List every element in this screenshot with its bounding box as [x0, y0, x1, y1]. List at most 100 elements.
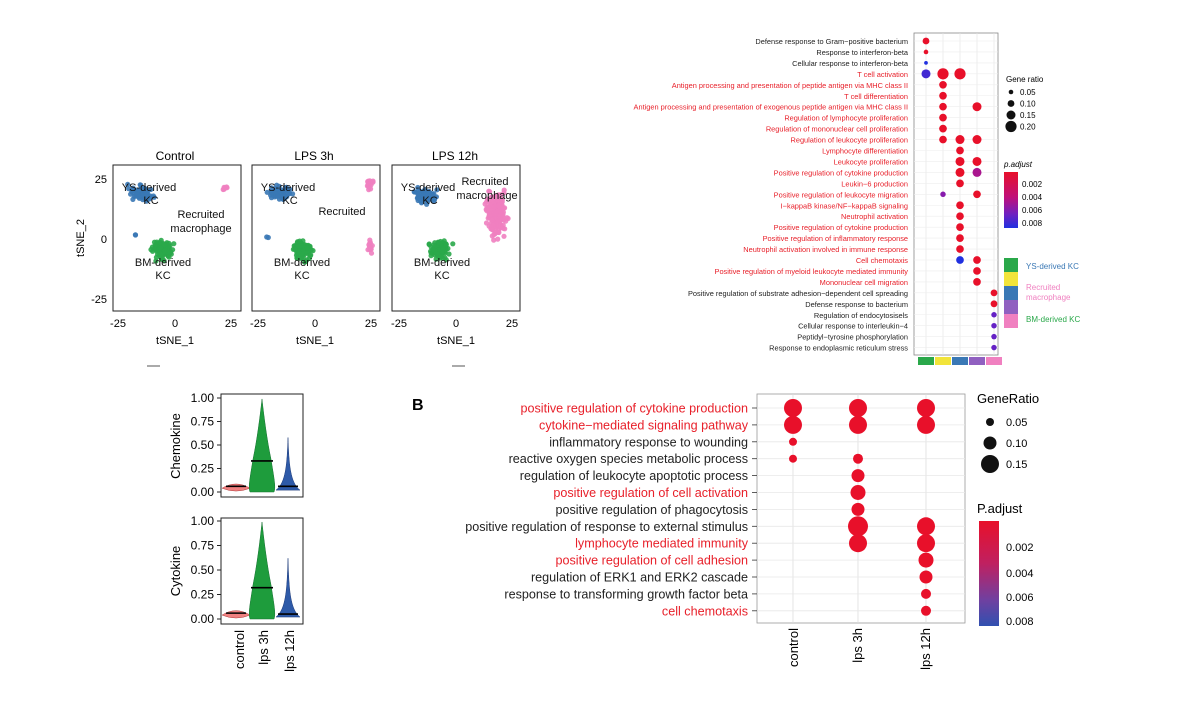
dotplot-top-dot — [973, 190, 981, 199]
dotplot-b-term: positive regulation of phagocytosis — [555, 503, 748, 517]
dotplot-top-size-legend-dot — [1005, 120, 1017, 133]
violin-ytick: 0.25 — [191, 462, 215, 476]
legend-swatch-blue — [1004, 286, 1018, 300]
dotplot-top-term: Antigen processing and presentation of p… — [672, 81, 908, 90]
tsne-point — [130, 185, 136, 191]
dotplot-b-dot — [917, 534, 935, 553]
dotplot-top-size-legend-label: 0.10 — [1020, 100, 1036, 109]
tsne-point — [443, 241, 449, 248]
tsne-point — [308, 252, 314, 258]
dotplot-b-dot — [917, 415, 935, 434]
dotplot-b-dot — [784, 415, 802, 434]
dotplot-top-dot — [921, 69, 931, 79]
tsne-point — [275, 193, 281, 199]
bm-kc-label: BM-derived — [135, 257, 191, 269]
dotplot-b-term: reactive oxygen species metabolic proces… — [509, 452, 748, 466]
tsne-point — [367, 244, 373, 250]
tsne-xtick-b2: 0 — [312, 318, 318, 330]
tsne-point — [292, 246, 298, 252]
dotplot-top-dot — [939, 124, 947, 133]
tsne-xtick-a3: 25 — [225, 318, 237, 330]
dotplot-b-term: inflammatory response to wounding — [549, 435, 748, 449]
tsne-frame-lps3h — [251, 164, 381, 312]
dotplot-b-dot — [851, 469, 865, 483]
recruited-label-line2: macrophage — [456, 190, 517, 202]
dotplot-b-xtick-control: control — [786, 628, 801, 667]
dotplot-b-size-legend-dot — [981, 455, 999, 473]
tsne-point — [290, 191, 296, 197]
dotplot-b-dot — [850, 485, 866, 500]
tsne-point — [485, 198, 492, 204]
dotplot-top-term: Mononuclear cell migration — [820, 278, 908, 287]
dotplot-b-dot — [789, 454, 797, 463]
dotplot-top-dot — [923, 49, 929, 55]
dotplot-top-term: Positive regulation of myeloid leukocyte… — [715, 267, 909, 276]
dotplot-top-dot — [973, 278, 981, 286]
dotplot-b-dots — [784, 399, 935, 616]
tsne-point — [431, 242, 437, 248]
tsne-point — [486, 204, 492, 210]
dotplot-b-dot — [851, 502, 865, 516]
tsne-point — [488, 194, 494, 200]
dotplot-top-term: Cell chemotaxis — [856, 256, 908, 265]
tsne-xtick-a2: 0 — [172, 318, 178, 330]
tsne-panels: Control LPS 3h LPS 12h 25 0 -25 tSNE_2 -… — [75, 149, 521, 367]
dotplot-top-dot — [954, 68, 966, 80]
tsne-point — [299, 251, 305, 257]
tsne-point — [495, 197, 501, 203]
dotplot-top-cb-tick-1: 0.002 — [1022, 180, 1043, 189]
dotplot-b-dot — [919, 570, 933, 584]
violin-ytick: 0.50 — [191, 438, 215, 452]
dotplot-b-size-legend-dot — [983, 436, 997, 450]
violin-ytick: 0.00 — [191, 612, 215, 626]
legend-swatch-purple — [1004, 300, 1018, 314]
dotplot-top-term: I−kappaB kinase/NF−kappaB signaling — [781, 201, 908, 210]
tsne-point — [492, 212, 498, 218]
tsne-point — [158, 237, 164, 243]
dotplot-top-dot — [939, 135, 947, 144]
dotplot-top-colbar-cell — [935, 357, 951, 365]
tsne-point — [489, 216, 495, 222]
tsne-point — [162, 247, 168, 254]
dotplot-top-colbar-cell — [918, 357, 934, 365]
bm-kc-label-line2: KC — [434, 270, 449, 282]
legend-recruited-line1: Recruited — [1026, 283, 1060, 292]
dotplot-top-term: Leukocyte proliferation — [834, 157, 908, 166]
violin-ylabel-cytokine: Cytokine — [168, 546, 183, 597]
dotplot-b-term-labels: positive regulation of cytokine producti… — [465, 402, 749, 619]
tsne-point — [491, 231, 497, 238]
dotplot-b-term: positive regulation of cell adhesion — [555, 554, 748, 568]
tsne-frame-control — [112, 164, 242, 312]
tsne-point — [428, 253, 434, 259]
dotplot-top-dot — [924, 61, 928, 65]
violin-xtick-control: control — [232, 630, 247, 669]
bm-kc-label: BM-derived — [414, 257, 470, 269]
tsne-point — [487, 189, 493, 195]
tsne-title-lps3h: LPS 3h — [294, 149, 333, 163]
tsne-xtick-c1: -25 — [391, 318, 407, 330]
dotplot-top-size-legend-label: 0.15 — [1020, 111, 1036, 120]
tsne-xtick-c3: 25 — [506, 318, 518, 330]
tsne-point — [497, 215, 503, 221]
ys-kc-label: YS-derived — [261, 182, 315, 194]
dotplot-b-dot — [784, 399, 802, 417]
tsne-point — [281, 193, 287, 199]
tsne-point — [287, 186, 293, 192]
violin-ytick: 0.50 — [191, 563, 215, 577]
tsne-point — [434, 187, 440, 193]
bm-kc-label: BM-derived — [274, 257, 330, 269]
tsne-point — [133, 192, 139, 198]
dotplot-b-term: positive regulation of cell activation — [553, 486, 748, 500]
violin-lps3h — [248, 398, 276, 493]
dotplot-b-size-legend-dot — [986, 418, 994, 426]
dotplot-b-color-legend-title: P.adjust — [977, 501, 1023, 516]
tsne-ylabel: tSNE_2 — [75, 219, 87, 257]
dotplot-b-term: lymphocyte mediated immunity — [575, 537, 749, 551]
dotplot-top-size-legend-label: 0.05 — [1020, 88, 1036, 97]
dotplot-top-column-bar — [918, 357, 1002, 365]
dotplot-top-dot — [991, 322, 997, 329]
tsne-point — [416, 191, 422, 197]
tsne-point — [294, 255, 300, 261]
dotplot-b-dot — [848, 516, 868, 537]
